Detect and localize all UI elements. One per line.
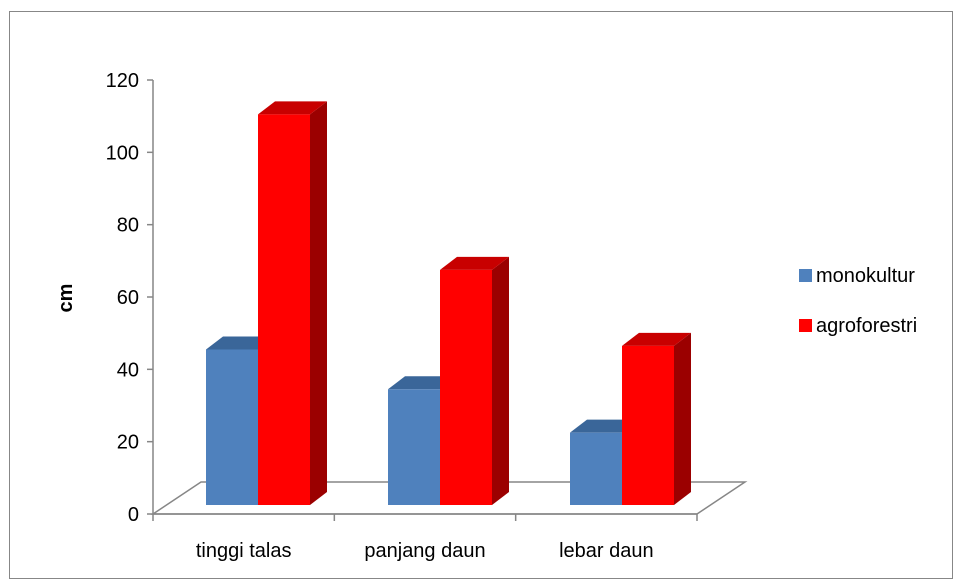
y-axis-title: cm	[55, 284, 77, 313]
bar-top	[388, 376, 457, 390]
bar-front	[622, 345, 674, 505]
legend-label-agroforestri: agroforestri	[816, 315, 917, 337]
y-tick-label: 40	[117, 359, 139, 381]
x-tick-label: lebar daun	[559, 540, 654, 562]
bar-side	[492, 256, 509, 505]
x-tick-label: panjang daun	[364, 540, 485, 562]
bar-front	[206, 349, 258, 505]
legend: monokultur agroforestri	[799, 265, 917, 337]
y-tick-label: 120	[106, 70, 139, 92]
y-tick-label: 80	[117, 215, 139, 237]
y-tick-label: 20	[117, 432, 139, 454]
y-tick-label: 100	[106, 142, 139, 164]
axes	[147, 79, 698, 521]
bar-front	[388, 389, 440, 505]
bar-top	[258, 101, 327, 115]
legend-label-monokultur: monokultur	[816, 265, 915, 287]
bar-top	[570, 419, 639, 433]
bar-top	[206, 336, 275, 350]
bar-agroforestri	[440, 256, 509, 505]
legend-swatch-monokultur	[799, 269, 812, 282]
bar-side	[310, 101, 327, 506]
axis-labels: 0 20 40 60 80 100 120 tinggi talas panjang daun l…	[106, 70, 654, 562]
bar-front	[570, 432, 622, 505]
bar-front	[258, 114, 310, 506]
bar-top	[440, 256, 509, 270]
bar-agroforestri	[622, 332, 691, 505]
x-tick-label: tinggi talas	[196, 540, 292, 562]
y-tick-label: 60	[117, 287, 139, 309]
bars	[206, 101, 691, 506]
bar-top	[622, 332, 691, 346]
y-tick-label: 0	[128, 504, 139, 526]
bar-agroforestri	[258, 101, 327, 506]
bar-side	[674, 332, 691, 505]
legend-swatch-agroforestri	[799, 319, 812, 332]
bar-front	[440, 269, 492, 505]
